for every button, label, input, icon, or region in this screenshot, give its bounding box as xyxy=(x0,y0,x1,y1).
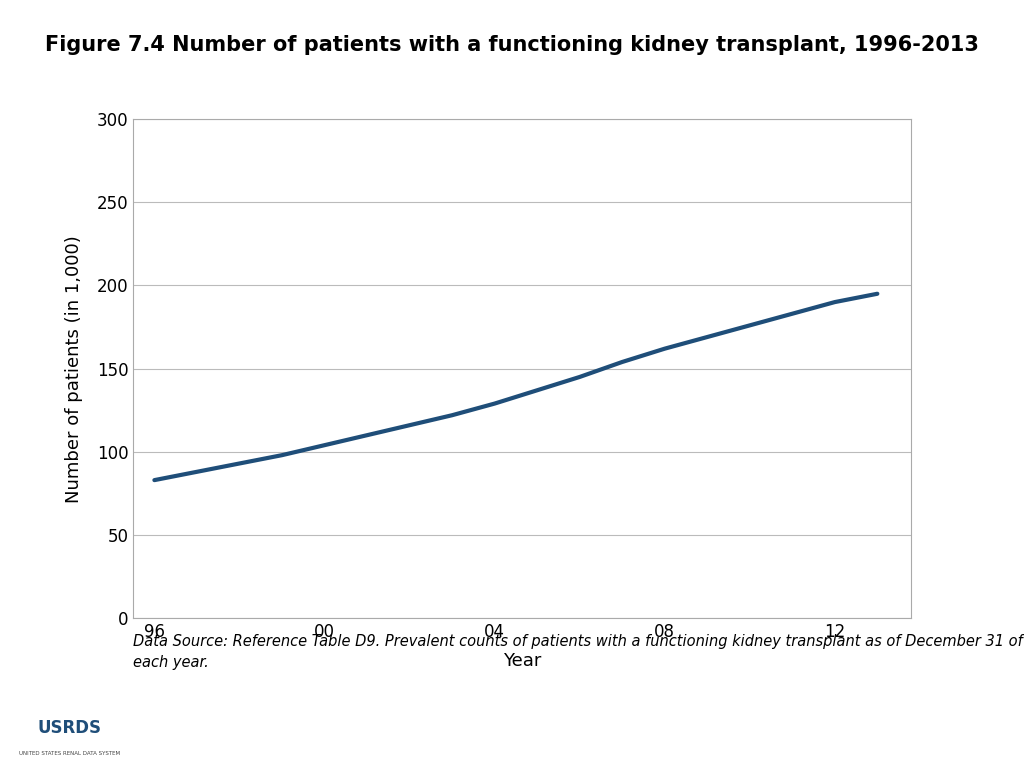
Text: Figure 7.4 Number of patients with a functioning kidney transplant, 1996-2013: Figure 7.4 Number of patients with a fun… xyxy=(45,35,979,55)
Y-axis label: Number of patients (in 1,000): Number of patients (in 1,000) xyxy=(65,235,83,502)
Text: USRDS: USRDS xyxy=(37,719,101,737)
Text: Data Source: Reference Table D9. Prevalent counts of patients with a functioning: Data Source: Reference Table D9. Prevale… xyxy=(133,634,1023,670)
X-axis label: Year: Year xyxy=(503,652,542,670)
Text: UNITED STATES RENAL DATA SYSTEM: UNITED STATES RENAL DATA SYSTEM xyxy=(18,751,120,756)
Text: Vol 2, ESRD, Ch 7: Vol 2, ESRD, Ch 7 xyxy=(425,727,599,744)
Text: 5: 5 xyxy=(971,727,983,744)
